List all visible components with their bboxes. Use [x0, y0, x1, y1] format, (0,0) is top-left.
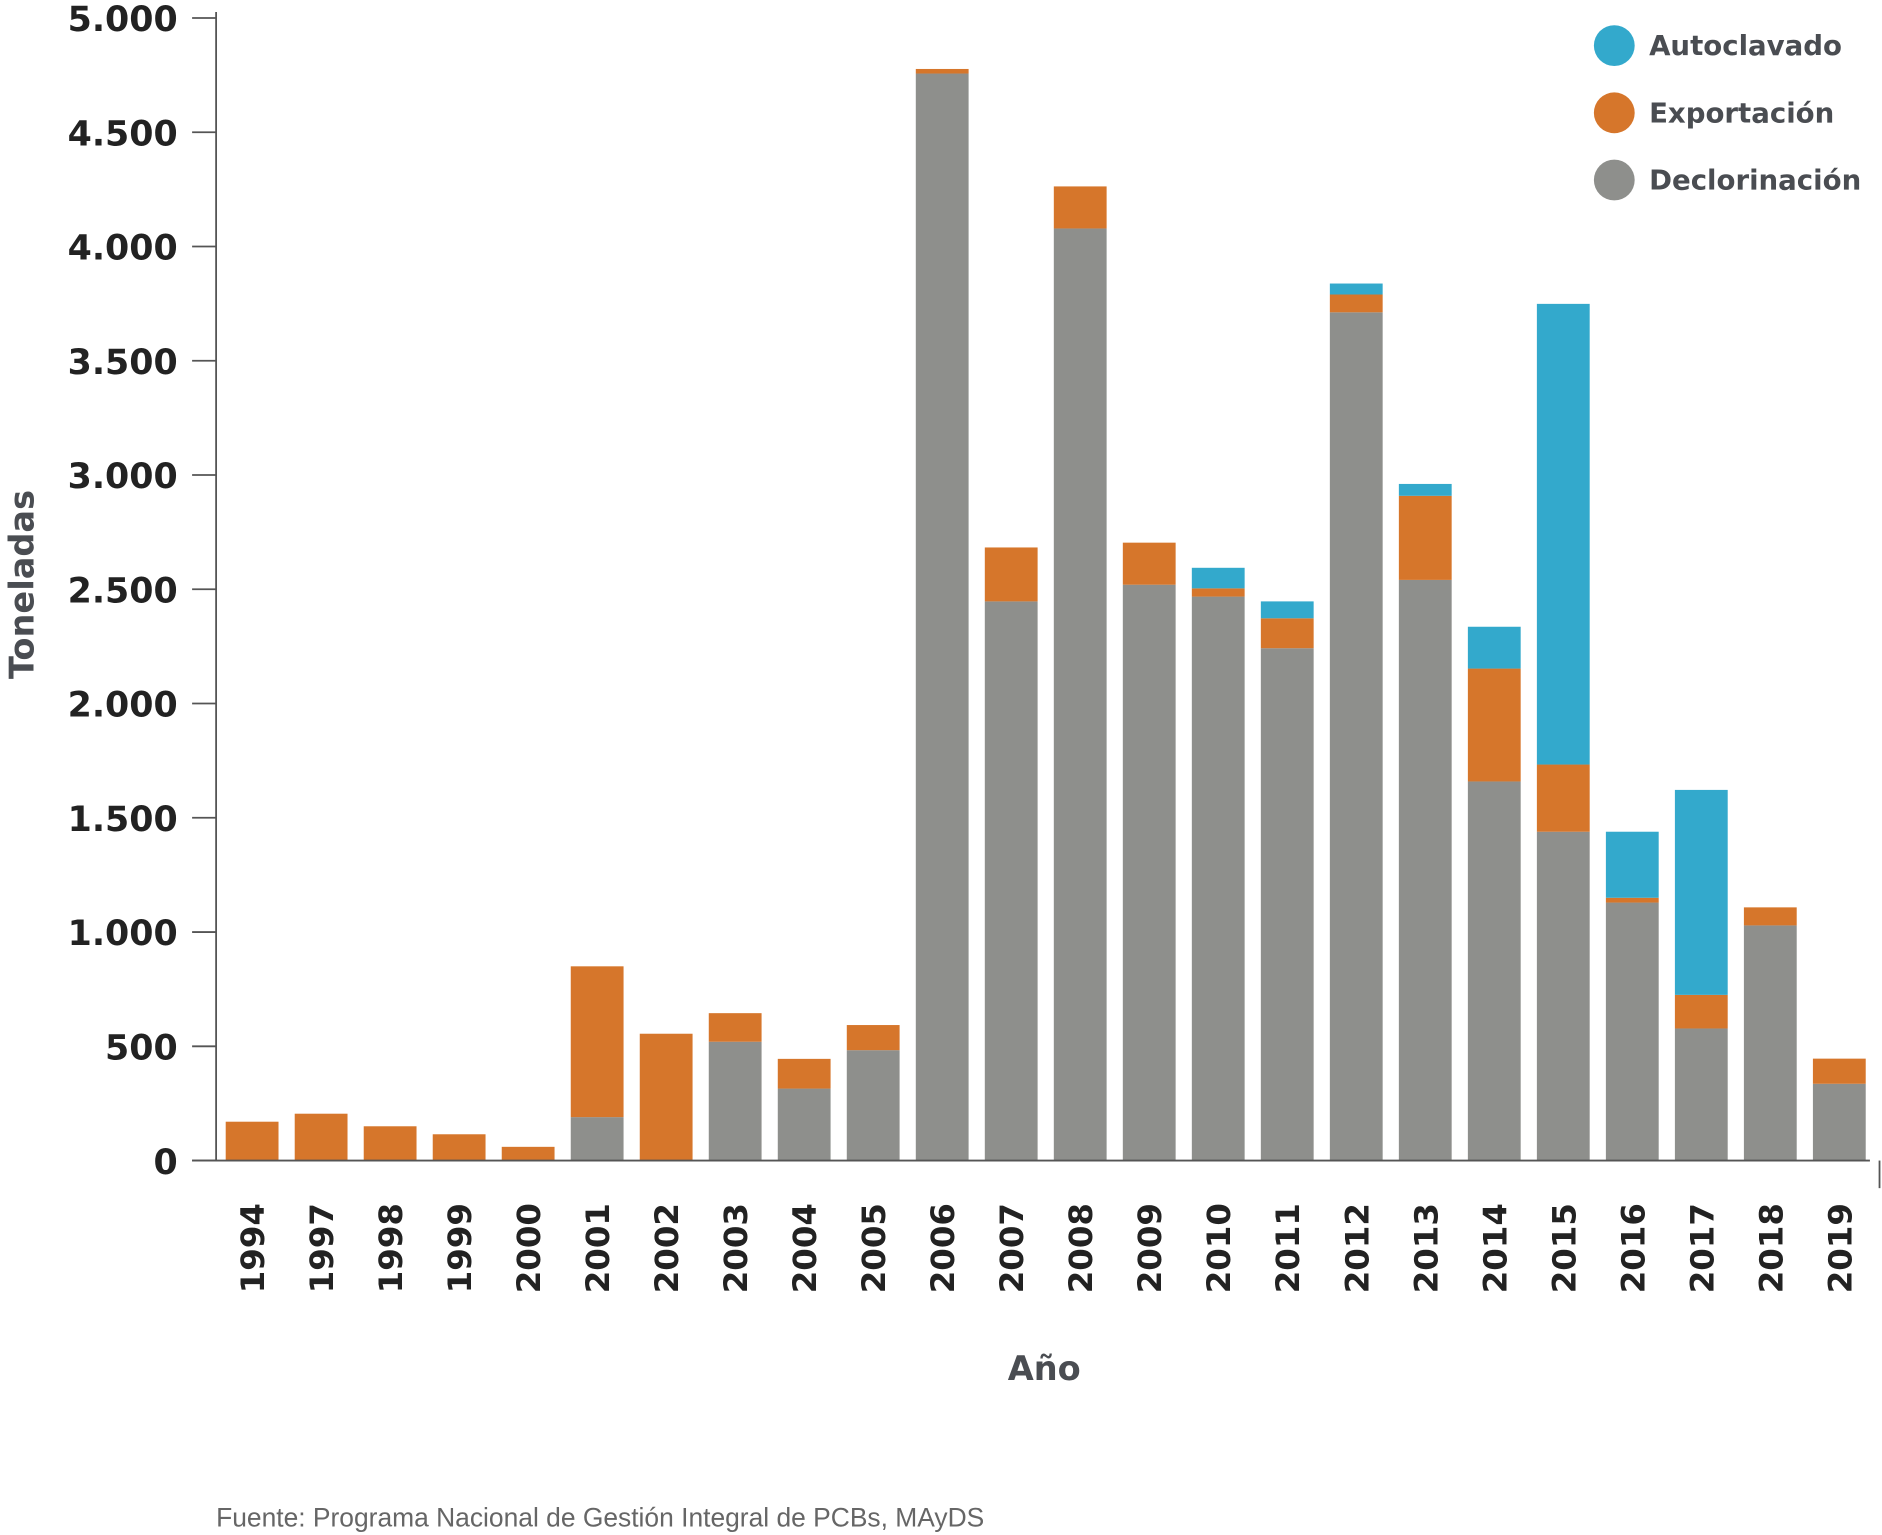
bar-segment-2002-exportación	[639, 1033, 693, 1161]
bar-segment-2006-declorinación	[915, 73, 969, 1161]
y-axis: 0 500 1.000 1.500 2.000 2.500 3.000 3.500 4.000 4…	[68, 0, 218, 1183]
bar-segment-2009-exportación	[1122, 542, 1176, 585]
bar-segment-2012-autoclavado	[1329, 283, 1383, 295]
legend: Autoclavado Exportación Declorinación	[1593, 25, 1861, 201]
bar-segment-2004-exportación	[777, 1058, 831, 1089]
y-tick-label: 4.500	[68, 114, 178, 154]
bar-segment-2013-exportación	[1398, 495, 1452, 580]
bar-segment-2013-autoclavado	[1398, 483, 1452, 496]
x-tick-label: 2008	[1062, 1203, 1100, 1293]
bar-segment-1999-exportación	[432, 1134, 486, 1161]
x-tick-label: 2014	[1476, 1203, 1514, 1293]
bar-segment-2015-declorinación	[1536, 831, 1590, 1161]
bar-segment-2012-exportación	[1329, 294, 1383, 313]
bar-segment-2011-exportación	[1260, 618, 1314, 649]
bar-segment-2004-declorinación	[777, 1088, 831, 1161]
bar-segment-2014-autoclavado	[1467, 626, 1521, 669]
bar-segment-2008-exportación	[1053, 186, 1107, 229]
x-tick-label: 2013	[1407, 1203, 1445, 1293]
bar-segment-1994-exportación	[225, 1121, 279, 1161]
bar-segment-2009-declorinación	[1122, 584, 1176, 1161]
x-tick-label: 2004	[786, 1203, 824, 1293]
x-tick-label: 2011	[1269, 1203, 1307, 1293]
legend-label: Autoclavado	[1649, 29, 1842, 62]
bar-segment-2017-autoclavado	[1674, 789, 1728, 995]
x-tick-label: 2009	[1131, 1203, 1169, 1293]
legend-swatch-declorinación	[1593, 159, 1635, 201]
bar-segment-2015-exportación	[1536, 764, 1590, 832]
x-tick-label: 2015	[1545, 1203, 1583, 1293]
bar-segment-2011-declorinación	[1260, 648, 1314, 1161]
x-tick-label: 2001	[579, 1203, 617, 1293]
y-tick-label: 2.000	[68, 686, 178, 726]
y-tick-label: 3.500	[68, 343, 178, 383]
bar-segment-2019-exportación	[1812, 1058, 1866, 1084]
x-tick-label: 2017	[1683, 1203, 1721, 1293]
legend-label: Declorinación	[1649, 164, 1861, 197]
bar-segment-2001-declorinación	[570, 1117, 624, 1161]
x-tick-label: 2000	[510, 1203, 548, 1293]
bar-segment-2012-declorinación	[1329, 312, 1383, 1161]
y-axis-title: Toneladas	[3, 490, 42, 679]
bar-segment-2008-declorinación	[1053, 228, 1107, 1161]
y-tick-label: 0	[153, 1143, 177, 1183]
bar-segment-2014-exportación	[1467, 668, 1521, 782]
legend-swatch-autoclavado	[1593, 25, 1635, 67]
bar-segment-2003-declorinación	[708, 1041, 762, 1161]
bar-segment-2005-exportación	[846, 1025, 900, 1051]
bar-segment-2001-exportación	[570, 966, 624, 1118]
x-tick-label: 2002	[648, 1203, 686, 1293]
y-tick-label: 1.500	[68, 800, 178, 840]
y-tick-label: 5.000	[68, 0, 178, 40]
bar-segment-2016-declorinación	[1605, 902, 1659, 1161]
y-tick-label: 3.000	[68, 457, 178, 497]
bar-segment-2018-exportación	[1743, 907, 1797, 926]
x-tick-label: 2005	[855, 1203, 893, 1293]
bar-segment-2017-declorinación	[1674, 1028, 1728, 1161]
bar-segment-2018-declorinación	[1743, 925, 1797, 1161]
bars	[225, 68, 1866, 1161]
bar-segment-2011-autoclavado	[1260, 601, 1314, 619]
bar-segment-2015-autoclavado	[1536, 303, 1590, 765]
x-tick-label: 1999	[441, 1203, 479, 1293]
bar-segment-2006-exportación	[915, 68, 969, 74]
x-tick-label: 2007	[993, 1203, 1031, 1293]
bar-segment-2019-declorinación	[1812, 1083, 1866, 1161]
x-tick-label: 1994	[234, 1203, 272, 1293]
x-tick-label: 2018	[1752, 1203, 1790, 1293]
x-tick-label: 2019	[1821, 1203, 1859, 1293]
bar-segment-2017-exportación	[1674, 994, 1728, 1029]
bar-segment-2007-exportación	[984, 547, 1038, 602]
legend-swatch-exportación	[1593, 92, 1635, 134]
y-tick-label: 2.500	[68, 571, 178, 611]
x-tick-label: 2010	[1200, 1203, 1238, 1293]
x-tick-label: 2006	[924, 1203, 962, 1293]
x-tick-label: 1997	[303, 1203, 341, 1293]
bar-segment-2005-declorinación	[846, 1050, 900, 1161]
bar-segment-1998-exportación	[363, 1126, 417, 1161]
x-tick-label: 2012	[1338, 1203, 1376, 1293]
bar-segment-2010-autoclavado	[1191, 567, 1245, 589]
bar-segment-2010-declorinación	[1191, 596, 1245, 1161]
x-tick-label: 2003	[717, 1203, 755, 1293]
legend-label: Exportación	[1649, 96, 1834, 129]
bar-segment-1997-exportación	[294, 1113, 348, 1161]
y-tick-label: 1.000	[68, 914, 178, 954]
source-note: Fuente: Programa Nacional de Gestión Int…	[216, 1503, 984, 1533]
bar-segment-2000-exportación	[501, 1146, 555, 1161]
x-axis-title: Año	[1008, 1349, 1081, 1388]
x-tick-label: 1998	[372, 1203, 410, 1293]
y-tick-label: 500	[105, 1028, 178, 1068]
bar-segment-2014-declorinación	[1467, 781, 1521, 1161]
bar-segment-2013-declorinación	[1398, 579, 1452, 1161]
x-tick-label: 2016	[1614, 1203, 1652, 1293]
bar-segment-2016-autoclavado	[1605, 831, 1659, 898]
bar-segment-2016-exportación	[1605, 897, 1659, 903]
bar-segment-2003-exportación	[708, 1013, 762, 1042]
bar-segment-2007-declorinación	[984, 601, 1038, 1161]
x-axis: 1994 1997 1998 1999 2000 2001 2002 2003 2004 2005…	[192, 1159, 1881, 1293]
bar-segment-2010-exportación	[1191, 588, 1245, 597]
y-tick-label: 4.000	[68, 229, 178, 269]
